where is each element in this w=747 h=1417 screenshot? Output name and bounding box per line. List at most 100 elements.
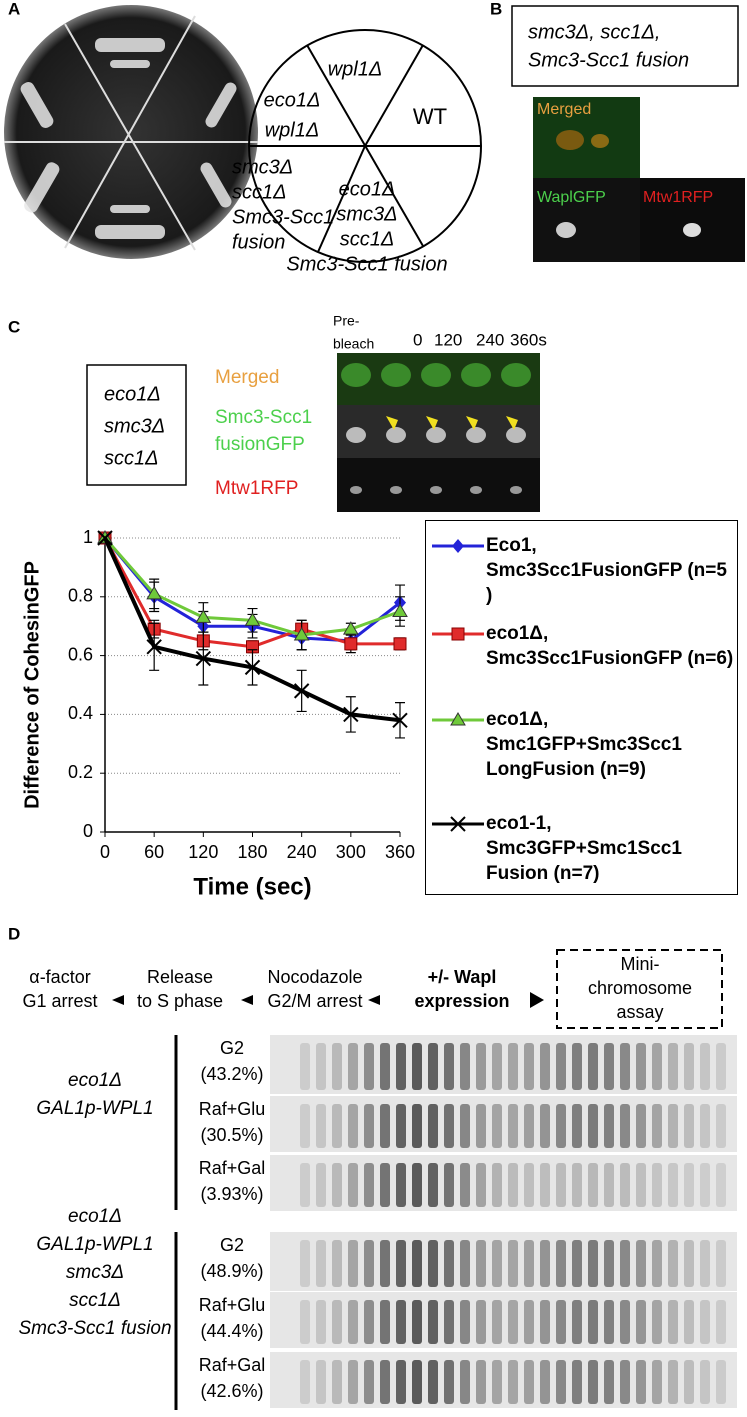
signal [386, 427, 406, 443]
gel-band [396, 1104, 406, 1148]
legend-swatch [432, 539, 484, 553]
gel-band [556, 1360, 566, 1404]
gel-band [460, 1104, 470, 1148]
legend-label: eco1Δ, Smc3Scc1FusionGFP (n=6) [486, 623, 734, 669]
sector-label: scc1Δ [340, 228, 395, 250]
genotype-label: GAL1p-WPL1 [36, 1234, 153, 1255]
micrograph-rfp [640, 178, 745, 262]
gel-band [604, 1360, 614, 1404]
timepoint-label: 360s [510, 330, 547, 349]
gel-band [540, 1300, 550, 1344]
gel-band [316, 1104, 326, 1148]
gel-band [380, 1163, 390, 1207]
gel-band [636, 1104, 646, 1148]
gel-band [332, 1043, 342, 1090]
gel-band [444, 1360, 454, 1404]
genotype-label: smc3Δ [66, 1262, 124, 1283]
gel-band [540, 1240, 550, 1287]
gel-band [332, 1240, 342, 1287]
gel-band [316, 1300, 326, 1344]
step-label: G1 arrest [22, 991, 97, 1011]
chart: 0 0.2 0.4 0.6 0.8 1 0 60 120 180 240 300 360 Time (se… [21, 527, 415, 901]
signal [506, 427, 526, 443]
marker [146, 639, 162, 655]
gel-band [524, 1104, 534, 1148]
gel-band [636, 1163, 646, 1207]
gel-band [476, 1240, 486, 1287]
gel-band [716, 1300, 726, 1344]
gel-band [700, 1360, 710, 1404]
colonies [20, 38, 237, 239]
gel-band [604, 1104, 614, 1148]
gel-band [444, 1163, 454, 1207]
arrow [426, 416, 438, 430]
lane-label: G2 [220, 1038, 244, 1058]
gel-band [348, 1163, 358, 1207]
gel-band [476, 1163, 486, 1207]
gel-band [508, 1104, 518, 1148]
gel-band [684, 1163, 694, 1207]
gel-band [668, 1240, 678, 1287]
gel-band [572, 1043, 582, 1090]
gel-band [508, 1163, 518, 1207]
timepoint-label: 120 [434, 330, 462, 349]
gel-band [380, 1240, 390, 1287]
gel-band [316, 1360, 326, 1404]
signal [591, 134, 609, 148]
marker [393, 637, 407, 651]
gel-band [700, 1043, 710, 1090]
lane-label: (44.4%) [200, 1321, 263, 1341]
lane-label: Raf+Glu [199, 1099, 266, 1119]
gel-image [270, 1035, 737, 1094]
gel-band [588, 1043, 598, 1090]
gel-band [492, 1240, 502, 1287]
gel-band [348, 1104, 358, 1148]
gel-band [396, 1300, 406, 1344]
arrow [386, 416, 398, 430]
step-label: α-factor [29, 967, 90, 987]
gel-band [620, 1043, 630, 1090]
gel-band [300, 1300, 310, 1344]
gel-band [604, 1043, 614, 1090]
gel-band [492, 1300, 502, 1344]
sector-label: eco1Δ [264, 89, 321, 111]
gel-band [524, 1360, 534, 1404]
gel-band [444, 1104, 454, 1148]
gel-band [460, 1240, 470, 1287]
gel-band [572, 1163, 582, 1207]
channel-label: Smc3-Scc1 [215, 407, 312, 428]
gel-band [588, 1300, 598, 1344]
gel-band [604, 1240, 614, 1287]
channel-label: Mtw1RFP [643, 189, 713, 206]
gel-band [716, 1240, 726, 1287]
marker [195, 650, 212, 667]
marker [344, 637, 358, 651]
sector-label: Smc3-Scc1 [232, 206, 334, 228]
legend: Eco1, Smc3Scc1FusionGFP (n=5 ) eco1Δ, Smc… [425, 520, 738, 895]
marker [293, 627, 310, 641]
step-label: assay [616, 1002, 663, 1022]
marker [195, 609, 212, 623]
gel-band [476, 1043, 486, 1090]
gel-band [348, 1043, 358, 1090]
gel-band [364, 1300, 374, 1344]
gel-band [620, 1240, 630, 1287]
step-label: Nocodazole [267, 967, 362, 987]
signal [556, 130, 584, 150]
gel-band [364, 1163, 374, 1207]
panel-label: B [490, 0, 502, 18]
gel-band [412, 1043, 422, 1090]
gel-band [348, 1360, 358, 1404]
gel-band [332, 1360, 342, 1404]
sector-label: smc3Δ [336, 203, 397, 225]
gel-band [540, 1360, 550, 1404]
legend-swatch [432, 712, 484, 726]
marker [244, 659, 261, 676]
x-tick-label: 180 [237, 842, 267, 862]
gel-band [572, 1360, 582, 1404]
gel-band [700, 1104, 710, 1148]
gel-band [636, 1240, 646, 1287]
flow-arrows [112, 992, 544, 1008]
marker [244, 612, 261, 626]
